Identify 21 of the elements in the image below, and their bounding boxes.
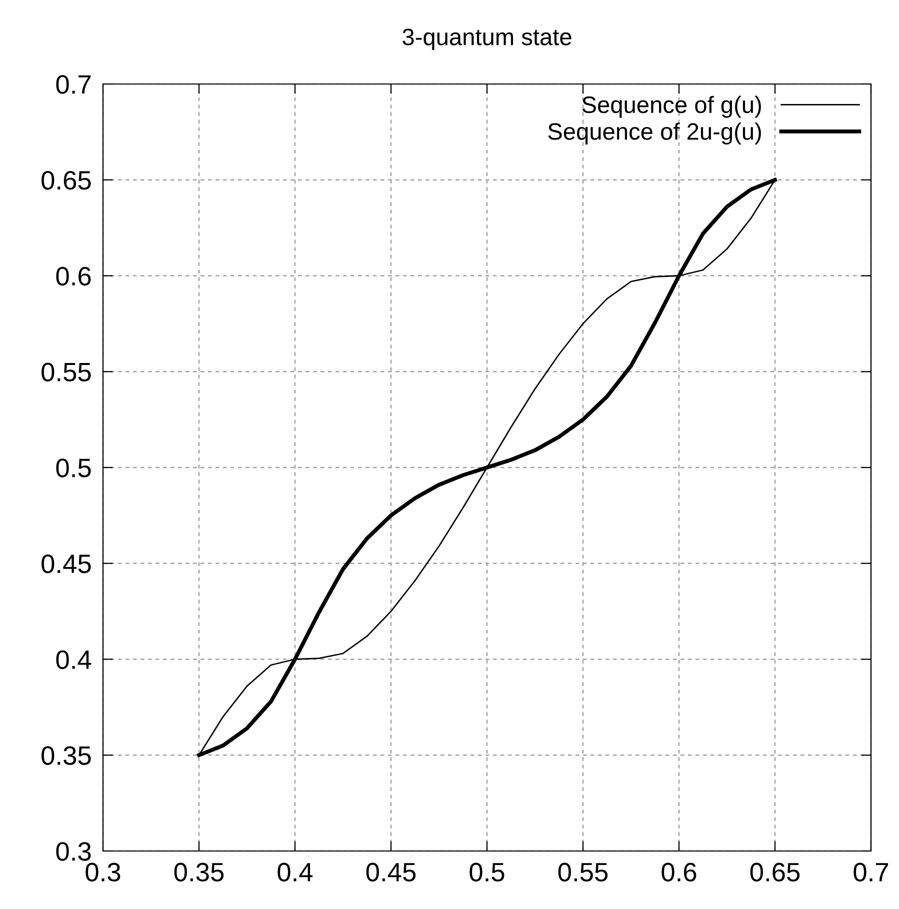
y-tick-label: 0.7 [56, 75, 91, 94]
chart-title: 3-quantum state [402, 28, 572, 50]
y-tick-label: 0.6 [56, 266, 91, 286]
legend-label: Sequence of g(u) [582, 96, 761, 118]
y-tick-label: 0.5 [56, 458, 91, 478]
x-tick-label: 0.6 [662, 862, 696, 882]
y-tick-label: 0.55 [42, 362, 91, 382]
x-tick-label: 0.65 [750, 862, 800, 882]
x-tick-label: 0.45 [366, 862, 416, 882]
x-tick-label: 0.7 [854, 862, 888, 882]
x-tick-label: 0.5 [470, 862, 504, 882]
x-tick-label: 0.3 [86, 862, 120, 882]
x-tick-label: 0.4 [278, 862, 313, 882]
y-tick-label: 0.35 [42, 746, 91, 765]
x-tick-label: 0.35 [174, 862, 224, 882]
y-tick-label: 0.3 [56, 842, 91, 861]
y-tick-label: 0.45 [42, 554, 91, 574]
y-tick-label: 0.4 [56, 650, 92, 670]
y-tick-label: 0.65 [42, 171, 91, 190]
x-tick-label: 0.55 [558, 862, 608, 882]
legend-label: Sequence of 2u-g(u) [548, 122, 761, 145]
